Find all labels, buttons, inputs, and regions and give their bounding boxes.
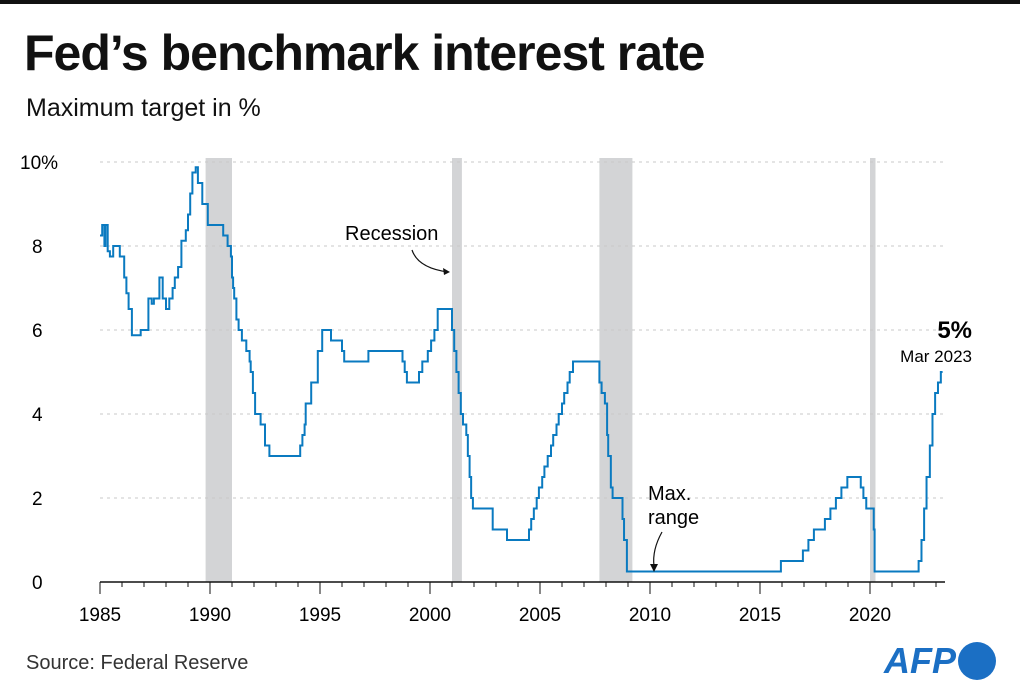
rate-line	[100, 166, 943, 573]
recession-band	[205, 158, 232, 582]
x-tick-label: 2015	[739, 605, 781, 626]
chart-title: Fed’s benchmark interest rate	[24, 25, 706, 81]
x-tick-label: 1995	[299, 605, 341, 626]
last-date-label: Mar 2023	[900, 347, 972, 366]
y-tick-label: 0	[32, 573, 43, 594]
max-range-arrowhead	[650, 564, 658, 572]
y-tick-label: 2	[32, 489, 43, 510]
last-value-label: 5%	[937, 317, 972, 344]
afp-logo: AFP	[884, 640, 996, 682]
x-tick-label: 2000	[409, 605, 451, 626]
recession-arrowhead	[443, 268, 450, 275]
max-range-arrow	[653, 531, 663, 567]
x-tick-label: 1990	[189, 605, 231, 626]
source-note: Source: Federal Reserve	[26, 652, 249, 674]
y-tick-label: 10%	[20, 153, 58, 174]
x-tick-label: 2010	[629, 605, 671, 626]
recession-band	[870, 158, 876, 582]
y-tick-label: 4	[32, 405, 43, 426]
x-tick-label: 1985	[79, 605, 121, 626]
recession-label: Recession	[345, 223, 438, 245]
afp-logo-dot	[958, 642, 996, 680]
max-range-label-1: Max.	[648, 483, 691, 505]
recession-arrow	[411, 249, 449, 273]
top-rule	[0, 0, 1020, 4]
recession-band	[599, 158, 633, 582]
x-tick-label: 2020	[849, 605, 891, 626]
afp-logo-text: AFP	[884, 640, 956, 681]
chart-subtitle: Maximum target in %	[26, 94, 261, 122]
y-tick-label: 6	[32, 321, 43, 342]
x-tick-label: 2005	[519, 605, 561, 626]
max-range-label-2: range	[648, 507, 699, 529]
y-tick-label: 8	[32, 237, 43, 258]
